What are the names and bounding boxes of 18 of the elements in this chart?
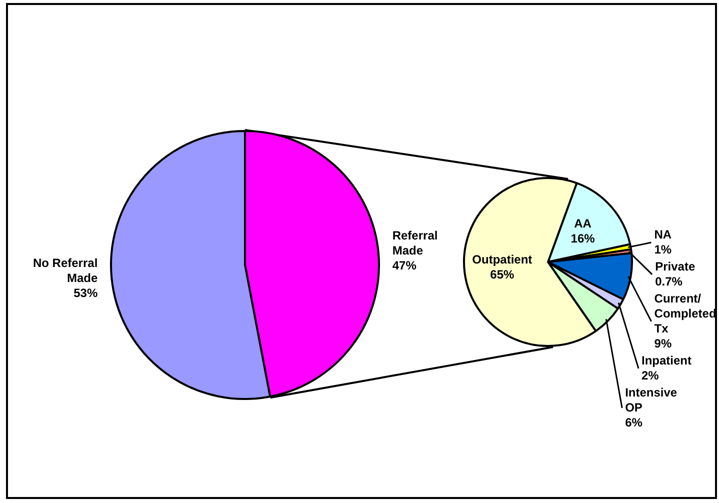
data-label: 53% bbox=[74, 286, 98, 300]
slice-label: Outpatient bbox=[472, 252, 532, 267]
slice-label: No Referral Made bbox=[32, 256, 98, 286]
slice-label: Inpatient bbox=[642, 353, 692, 368]
slice-label: Intensive OP bbox=[625, 385, 678, 414]
data-label: 0.7% bbox=[655, 274, 683, 288]
data-label: 9% bbox=[654, 336, 672, 350]
slice-label: Private bbox=[655, 259, 696, 274]
slice-label: Current/ Completed Tx bbox=[654, 291, 716, 336]
data-label: 1% bbox=[654, 242, 672, 256]
data-label: 2% bbox=[642, 368, 660, 382]
data-label: 6% bbox=[625, 415, 643, 430]
data-label: 47% bbox=[392, 258, 417, 272]
slice-label: Referral Made bbox=[392, 228, 438, 258]
data-label: 65% bbox=[490, 268, 515, 282]
slice-label: NA bbox=[654, 227, 672, 242]
data-label: 16% bbox=[570, 231, 596, 246]
slice-label: AA bbox=[574, 216, 592, 230]
